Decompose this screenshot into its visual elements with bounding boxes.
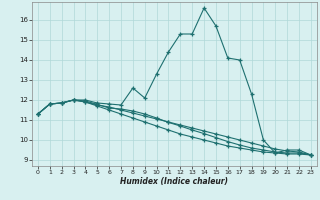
X-axis label: Humidex (Indice chaleur): Humidex (Indice chaleur) xyxy=(120,177,228,186)
